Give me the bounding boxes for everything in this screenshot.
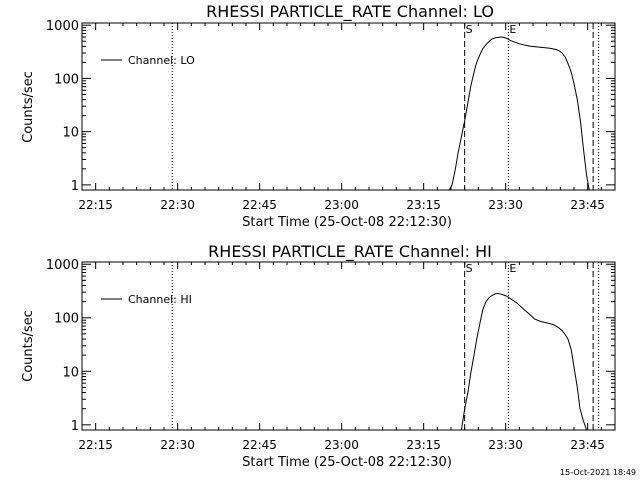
marker-label: S <box>466 262 473 275</box>
panel-lo-plot-frame <box>81 22 616 191</box>
y-tick-label: 10 <box>62 365 79 380</box>
panel-lo-legend: Channel: LO <box>101 54 195 67</box>
y-tick-label: 100 <box>54 72 79 87</box>
panel-hi-y-label: Counts/sec <box>21 310 36 382</box>
x-tick-label: 22:45 <box>242 438 277 452</box>
x-tick-label: 23:30 <box>488 438 523 452</box>
series-line <box>448 36 590 191</box>
x-tick-label: 23:45 <box>570 198 605 212</box>
panel-lo-title: RHESSI PARTICLE_RATE Channel: LO <box>206 2 494 22</box>
y-tick-label: 1000 <box>46 19 79 34</box>
x-tick-label: 23:15 <box>406 438 441 452</box>
marker-label: E <box>509 262 516 275</box>
legend-label: Channel: LO <box>128 54 195 67</box>
panel-lo-x-axis: 22:15 22:30 22:45 23:00 23:15 23:30 23:45 <box>78 23 616 212</box>
panel-hi-legend: Channel: HI <box>101 293 192 306</box>
panel-hi-series <box>460 292 588 431</box>
panel-hi-y-axis: 1 10 100 1000 <box>46 258 615 434</box>
footer-timestamp: 15-Oct-2021 18:49 <box>560 468 636 477</box>
x-tick-label: 23:30 <box>488 198 523 212</box>
panel-hi-x-label: Start Time (25-Oct-08 22:12:30) <box>242 455 452 470</box>
y-tick-label: 1000 <box>46 258 79 273</box>
series-line <box>460 292 588 431</box>
panel-hi-x-axis: 22:15 22:30 22:45 23:00 23:15 23:30 23:45 <box>78 262 616 452</box>
x-tick-label: 23:45 <box>570 438 605 452</box>
y-tick-label: 100 <box>54 312 79 327</box>
x-tick-label: 22:30 <box>160 438 195 452</box>
marker-label: S <box>466 23 473 36</box>
y-tick-label: 1 <box>71 179 79 194</box>
marker-label: E <box>509 23 516 36</box>
panel-lo: RHESSI PARTICLE_RATE Channel: LO 22:15 22… <box>21 2 616 230</box>
legend-label: Channel: HI <box>128 293 192 306</box>
panel-hi-title: RHESSI PARTICLE_RATE Channel: HI <box>208 242 492 262</box>
x-tick-label: 23:00 <box>324 198 359 212</box>
x-tick-label: 23:00 <box>324 438 359 452</box>
x-tick-label: 22:15 <box>78 198 113 212</box>
x-tick-label: 22:45 <box>242 198 277 212</box>
panel-lo-x-label: Start Time (25-Oct-08 22:12:30) <box>242 215 452 230</box>
panel-lo-y-label: Counts/sec <box>21 71 36 143</box>
x-tick-label: 23:15 <box>406 198 441 212</box>
x-tick-label: 22:15 <box>78 438 113 452</box>
y-tick-label: 1 <box>71 419 79 434</box>
y-tick-label: 10 <box>62 126 79 141</box>
panel-lo-series <box>448 36 590 191</box>
panel-hi-plot-frame <box>81 261 616 431</box>
panel-hi: RHESSI PARTICLE_RATE Channel: HI 22:15 22… <box>21 242 616 470</box>
panel-lo-y-axis: 1 10 100 1000 <box>46 19 615 194</box>
x-tick-label: 22:30 <box>160 198 195 212</box>
